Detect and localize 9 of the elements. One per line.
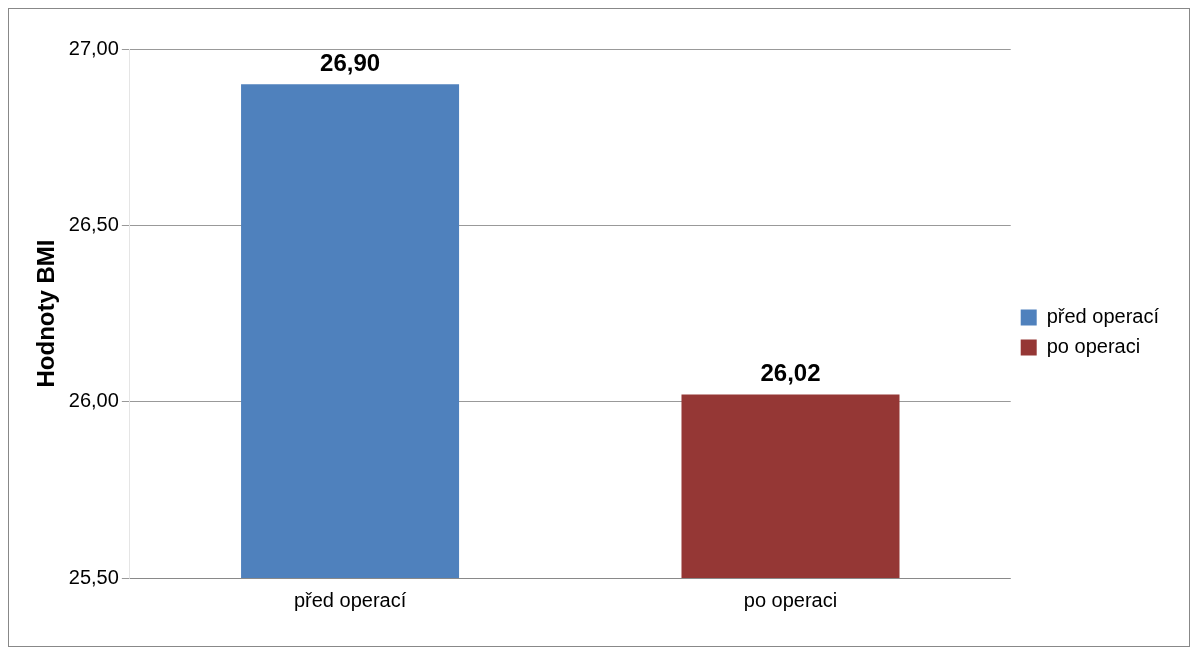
y-axis-title: Hodnoty BMI bbox=[32, 239, 60, 388]
legend-label: před operací bbox=[1046, 305, 1160, 328]
y-tick-label: 27,00 bbox=[68, 36, 119, 59]
data-label: 26,02 bbox=[760, 359, 821, 387]
y-tick-label: 26,50 bbox=[68, 212, 119, 235]
y-tick-label: 26,00 bbox=[68, 389, 119, 412]
data-label: 26,90 bbox=[320, 48, 381, 76]
y-tick-label: 25,50 bbox=[68, 565, 119, 588]
legend-label: po operaci bbox=[1046, 335, 1141, 358]
